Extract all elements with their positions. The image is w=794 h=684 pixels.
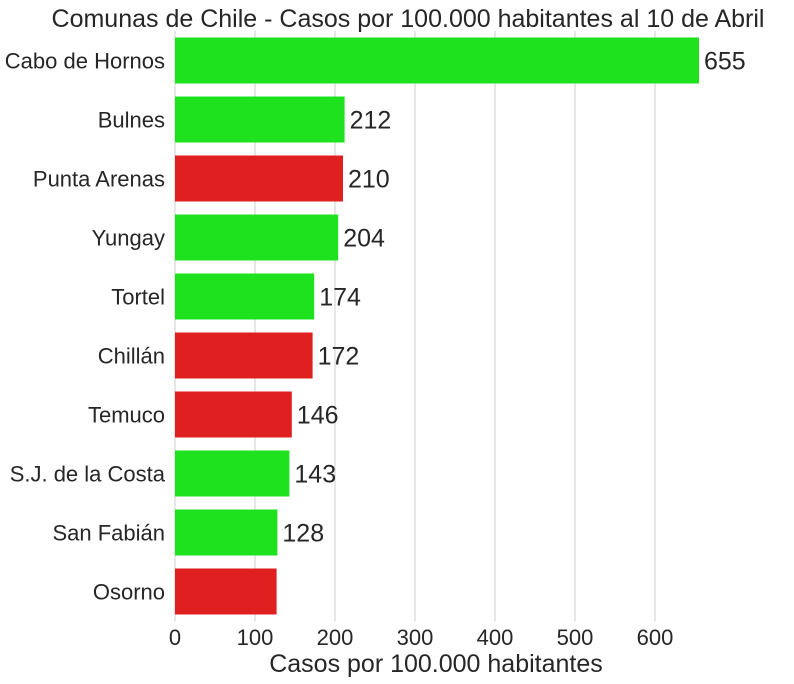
- bar-9: [175, 509, 278, 556]
- data-label-3: 210: [348, 166, 390, 194]
- x-tick-label-600: 600: [637, 625, 674, 650]
- bar-1: [175, 37, 699, 84]
- data-label-5: 174: [319, 284, 361, 312]
- y-tick-label-5: Tortel: [111, 285, 165, 310]
- x-tick-label-100: 100: [237, 625, 274, 650]
- y-tick-label-9: San Fabián: [52, 521, 165, 546]
- bar-4: [175, 214, 339, 261]
- x-tick-label-200: 200: [317, 625, 354, 650]
- bar-2: [175, 96, 345, 143]
- x-axis-ticks: 0 100 200 300 400 500 600: [169, 625, 673, 650]
- data-label-4: 204: [343, 225, 385, 253]
- bar-7: [175, 391, 292, 438]
- y-axis-labels: Cabo de Hornos Bulnes Punta Arenas Yungay To…: [5, 49, 166, 605]
- x-tick-label-300: 300: [397, 625, 434, 650]
- bar-10: [175, 568, 277, 615]
- x-tick-label-400: 400: [477, 625, 514, 650]
- bar-8: [175, 450, 290, 497]
- data-label-8: 143: [294, 461, 336, 489]
- data-label-9: 128: [282, 520, 324, 548]
- bar-3: [175, 155, 343, 202]
- data-label-7: 146: [297, 402, 339, 430]
- y-tick-label-2: Bulnes: [98, 108, 165, 133]
- x-axis-label: Casos por 100.000 habitantes: [269, 650, 603, 678]
- bar-6: [175, 332, 313, 379]
- y-tick-label-6: Chillán: [98, 344, 165, 369]
- y-tick-label-8: S.J. de la Costa: [10, 462, 166, 487]
- y-tick-label-10: Osorno: [93, 580, 165, 605]
- y-tick-label-1: Cabo de Hornos: [5, 49, 165, 74]
- bars: [175, 37, 699, 615]
- bar-5: [175, 273, 315, 320]
- data-label-1: 655: [704, 48, 746, 76]
- y-tick-label-7: Temuco: [88, 403, 165, 428]
- data-labels: 655 212 210 204 174 172 146 143 128: [282, 48, 745, 548]
- y-tick-label-3: Punta Arenas: [33, 167, 165, 192]
- data-label-2: 212: [350, 107, 392, 135]
- x-tick-label-500: 500: [557, 625, 594, 650]
- chart-title: Comunas de Chile - Casos por 100.000 hab…: [52, 5, 765, 33]
- x-tick-label-0: 0: [169, 625, 181, 650]
- y-tick-label-4: Yungay: [92, 226, 165, 251]
- data-label-6: 172: [318, 343, 360, 371]
